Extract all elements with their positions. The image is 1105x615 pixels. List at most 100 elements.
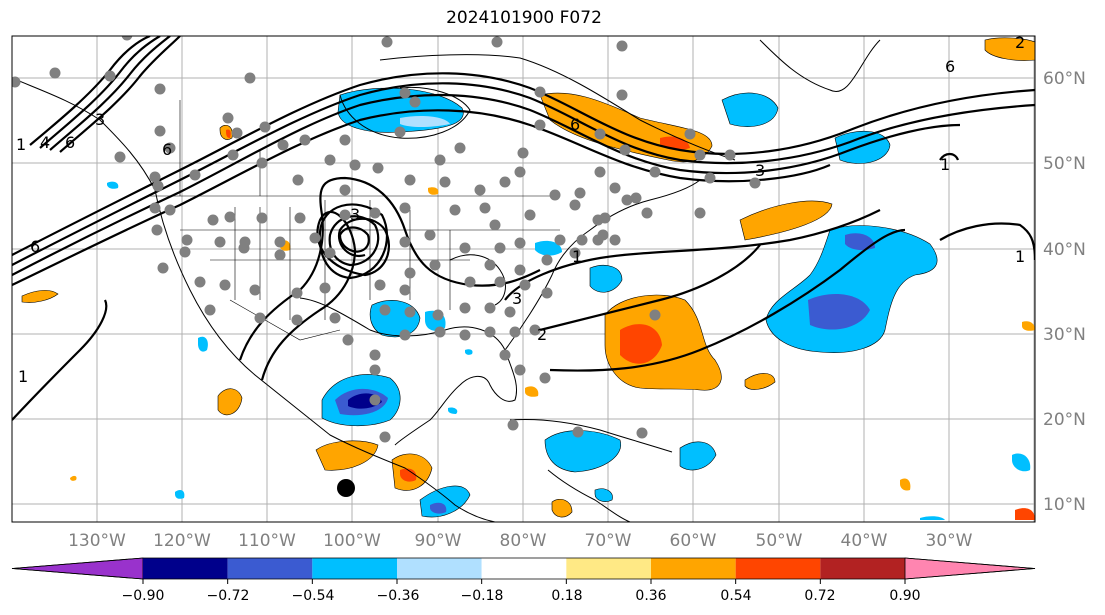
station-dot: [214, 236, 226, 248]
lon-label: 130°W: [68, 531, 126, 551]
longitude-labels: 130°W 120°W 110°W 100°W 90°W 80°W 70°W 6…: [68, 531, 973, 551]
station-dot: [149, 171, 161, 183]
storm-center-marker: [337, 479, 355, 497]
station-dot: [224, 211, 236, 223]
station-dot: [499, 349, 511, 361]
station-dot: [459, 242, 471, 254]
lon-label: 80°W: [500, 531, 547, 551]
colorbar-tick-label: 0.36: [635, 588, 666, 604]
station-dot: [484, 259, 496, 271]
contour-label: 1: [572, 247, 582, 266]
station-dot: [474, 184, 486, 196]
station-dot: [429, 259, 441, 271]
colorbar-swatch: [312, 558, 397, 579]
contour-label: 6: [65, 133, 75, 152]
station-dot: [277, 139, 289, 151]
station-dot: [684, 128, 696, 140]
coastlines: [12, 39, 881, 522]
station-dot: [372, 162, 384, 174]
station-dot: [649, 309, 661, 321]
station-dot: [12, 76, 21, 88]
lat-label: 50°N: [1043, 154, 1086, 174]
colorbar-min-extension: [11, 557, 144, 580]
station-dot: [534, 86, 546, 98]
station-dot: [541, 254, 553, 266]
contour-label: 6: [30, 237, 40, 256]
station-dot: [534, 119, 546, 131]
station-dot: [404, 174, 416, 186]
lon-label: 110°W: [238, 531, 296, 551]
station-dot: [594, 128, 606, 140]
station-dot: [609, 234, 621, 246]
station-dot: [459, 302, 471, 314]
lon-label: 90°W: [415, 531, 462, 551]
station-dot: [517, 147, 529, 159]
station-dot: [424, 229, 436, 241]
station-dot: [254, 312, 266, 324]
colorbar-max-extension: [904, 557, 1036, 580]
station-dot: [449, 204, 461, 216]
colorbar-tick-label: 0.72: [804, 588, 835, 604]
lon-label: 30°W: [926, 531, 973, 551]
contour-label: 3: [512, 289, 522, 308]
station-dot: [539, 372, 551, 384]
station-dot: [494, 242, 506, 254]
station-dot: [499, 176, 511, 188]
station-dot: [576, 234, 588, 246]
station-dot: [207, 214, 219, 226]
contour-label: 6: [945, 57, 955, 76]
station-dot: [484, 326, 496, 338]
station-dot: [238, 242, 250, 254]
station-dot: [509, 326, 521, 338]
station-dot: [369, 207, 381, 219]
station-dot: [374, 279, 386, 291]
station-dot: [292, 174, 304, 186]
station-dot: [369, 394, 381, 406]
station-dot: [572, 426, 584, 438]
station-dot: [259, 121, 271, 133]
station-dot: [484, 302, 496, 314]
station-dot: [504, 306, 516, 318]
station-dot: [179, 246, 191, 258]
lat-label: 30°N: [1043, 325, 1086, 345]
map-frame: [11, 35, 1036, 523]
station-dot: [339, 184, 351, 196]
contour-label: 6: [570, 115, 580, 134]
lon-label: 70°W: [585, 531, 632, 551]
station-dot: [152, 180, 164, 192]
station-dot: [104, 70, 116, 82]
station-dot: [434, 154, 446, 166]
station-dot: [274, 236, 286, 248]
station-dot: [256, 157, 268, 169]
station-dot: [342, 334, 354, 346]
station-dot: [324, 247, 336, 259]
station-dot: [151, 224, 163, 236]
colorbar-swatch: [481, 558, 567, 579]
colorbar-tick-label: −0.18: [461, 588, 504, 604]
latitude-labels: 60°N 50°N 40°N 30°N 20°N 10°N: [1043, 69, 1086, 515]
contour-label: 1: [1015, 247, 1025, 266]
station-dot: [394, 126, 406, 138]
station-dot: [299, 134, 311, 146]
colorbar-tick-label: −0.54: [292, 588, 335, 604]
lat-label: 20°N: [1043, 410, 1086, 430]
station-dot: [319, 282, 331, 294]
station-dot: [256, 212, 268, 224]
station-dot: [619, 144, 631, 156]
station-dot: [339, 209, 351, 221]
station-dot: [529, 324, 541, 336]
colorbar-swatch: [566, 558, 651, 579]
map-title: 2024101900 F072: [446, 8, 602, 28]
station-dot: [494, 276, 506, 288]
station-dot: [189, 169, 201, 181]
station-dot: [399, 329, 411, 341]
station-dot: [349, 159, 361, 171]
station-dot: [49, 67, 61, 79]
station-dot: [569, 247, 581, 259]
station-dot: [291, 314, 303, 326]
contour-label: 3: [755, 161, 765, 180]
station-dot: [609, 182, 621, 194]
station-dot: [164, 142, 176, 154]
station-dot: [294, 212, 306, 224]
colorbar-tick-label: 0.54: [720, 588, 751, 604]
